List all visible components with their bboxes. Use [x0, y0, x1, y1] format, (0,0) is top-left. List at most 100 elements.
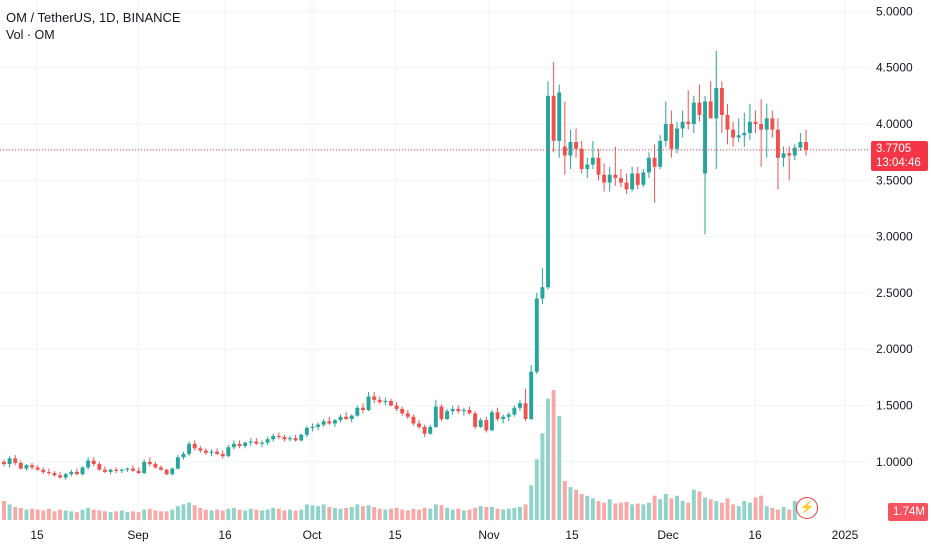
candle-body — [355, 407, 360, 416]
volume-bar — [91, 509, 96, 520]
candle-body — [389, 400, 393, 406]
candle-body — [775, 129, 780, 158]
volume-bar — [703, 497, 708, 520]
volume-bar — [590, 498, 595, 520]
candle-body — [86, 460, 91, 468]
candle-body — [338, 416, 343, 421]
time-tick-label: 15 — [565, 528, 579, 542]
time-tick-label: Sep — [127, 528, 149, 542]
candle-body — [708, 101, 713, 119]
volume-bar — [288, 509, 292, 520]
candle-body — [630, 173, 635, 190]
time-axis[interactable]: 15 Sep 16 Oct 15 Nov 15 Dec 16 2025 — [30, 528, 858, 542]
candle-body — [91, 460, 96, 465]
volume-bar — [635, 503, 640, 520]
candle-body — [411, 416, 416, 424]
volume-bar — [461, 510, 466, 520]
candle-body — [170, 468, 175, 475]
symbol-title: OM / TetherUS, 1D, BINANCE — [6, 10, 181, 25]
volume-bar — [792, 500, 797, 520]
volume-bar — [13, 507, 18, 520]
candle-body — [18, 462, 23, 469]
volume-bar — [602, 502, 607, 520]
candle-body — [618, 178, 623, 183]
candle-body — [97, 464, 102, 470]
candle-body — [624, 182, 629, 190]
volume-bars — [2, 390, 797, 520]
candle-body — [288, 438, 292, 440]
volume-bar — [114, 511, 119, 520]
volume-bar — [86, 507, 91, 520]
candle-body — [175, 457, 180, 469]
candle-body — [131, 468, 135, 471]
volume-bar — [304, 504, 309, 520]
volume-bar — [102, 511, 107, 520]
candle-body — [658, 140, 663, 167]
volume-bar — [46, 508, 51, 520]
candle-body — [248, 441, 253, 443]
grid-lines — [0, 0, 870, 522]
volume-bar — [596, 500, 601, 520]
candle-body — [680, 121, 685, 129]
volume-bar — [775, 509, 780, 520]
price-tick-label: 1.0000 — [876, 455, 913, 469]
volume-bar — [220, 510, 225, 520]
candle-body — [394, 405, 399, 409]
volume-bar — [18, 507, 23, 520]
volume-bar — [192, 505, 197, 520]
volume-bar — [736, 506, 741, 520]
price-tick-label: 1.5000 — [876, 399, 913, 413]
volume-bar — [276, 508, 281, 520]
volume-bar — [125, 512, 130, 520]
volume-bar — [478, 506, 483, 520]
volume-bar — [226, 508, 231, 520]
volume-bar — [209, 510, 214, 520]
candle-body — [804, 142, 808, 150]
volume-bar — [170, 509, 175, 520]
lightning-icon[interactable]: ⚡ — [796, 497, 818, 519]
time-tick-label: Dec — [657, 528, 678, 542]
candle-body — [243, 442, 248, 447]
volume-bar — [282, 510, 287, 520]
volume-bar — [243, 510, 248, 520]
volume-bar — [534, 459, 539, 520]
candle-body — [691, 102, 696, 124]
candle-body — [265, 439, 270, 443]
volume-bar — [439, 505, 444, 520]
candle-body — [2, 461, 6, 465]
candle-body — [383, 400, 388, 403]
candle-body — [461, 410, 466, 412]
volume-bar — [630, 504, 635, 520]
volume-bar — [686, 502, 691, 520]
volume-bar — [411, 508, 416, 520]
candle-body — [114, 469, 119, 471]
volume-bar — [321, 504, 326, 520]
volume-bar — [69, 511, 74, 520]
volume-bar — [119, 510, 124, 520]
candle-body — [450, 408, 455, 412]
volume-bar — [652, 495, 657, 520]
candle-body — [764, 118, 769, 130]
candle-body — [518, 403, 522, 408]
candle-body — [579, 148, 584, 170]
candle-body — [546, 95, 550, 288]
volume-bar — [658, 499, 663, 520]
candle-body — [164, 469, 169, 475]
volume-bar — [24, 509, 29, 520]
volume-value-badge: 1.74M — [888, 503, 928, 521]
volume-bar — [529, 485, 534, 520]
candle-body — [742, 133, 747, 136]
candle-body — [697, 102, 702, 115]
candle-body — [400, 408, 405, 414]
volume-bar — [742, 500, 747, 520]
candle-body — [13, 458, 18, 463]
candle-body — [119, 469, 124, 471]
volume-bar — [568, 487, 573, 520]
price-axis[interactable]: 5.0000 4.5000 4.0000 3.5000 3.0000 2.5000 2.00… — [876, 4, 913, 468]
volume-bar — [495, 508, 500, 520]
last-price-value: 3.7705 — [876, 143, 912, 155]
candle-body — [422, 426, 427, 434]
time-tick-label: 16 — [218, 528, 232, 542]
volume-bar — [394, 507, 399, 520]
